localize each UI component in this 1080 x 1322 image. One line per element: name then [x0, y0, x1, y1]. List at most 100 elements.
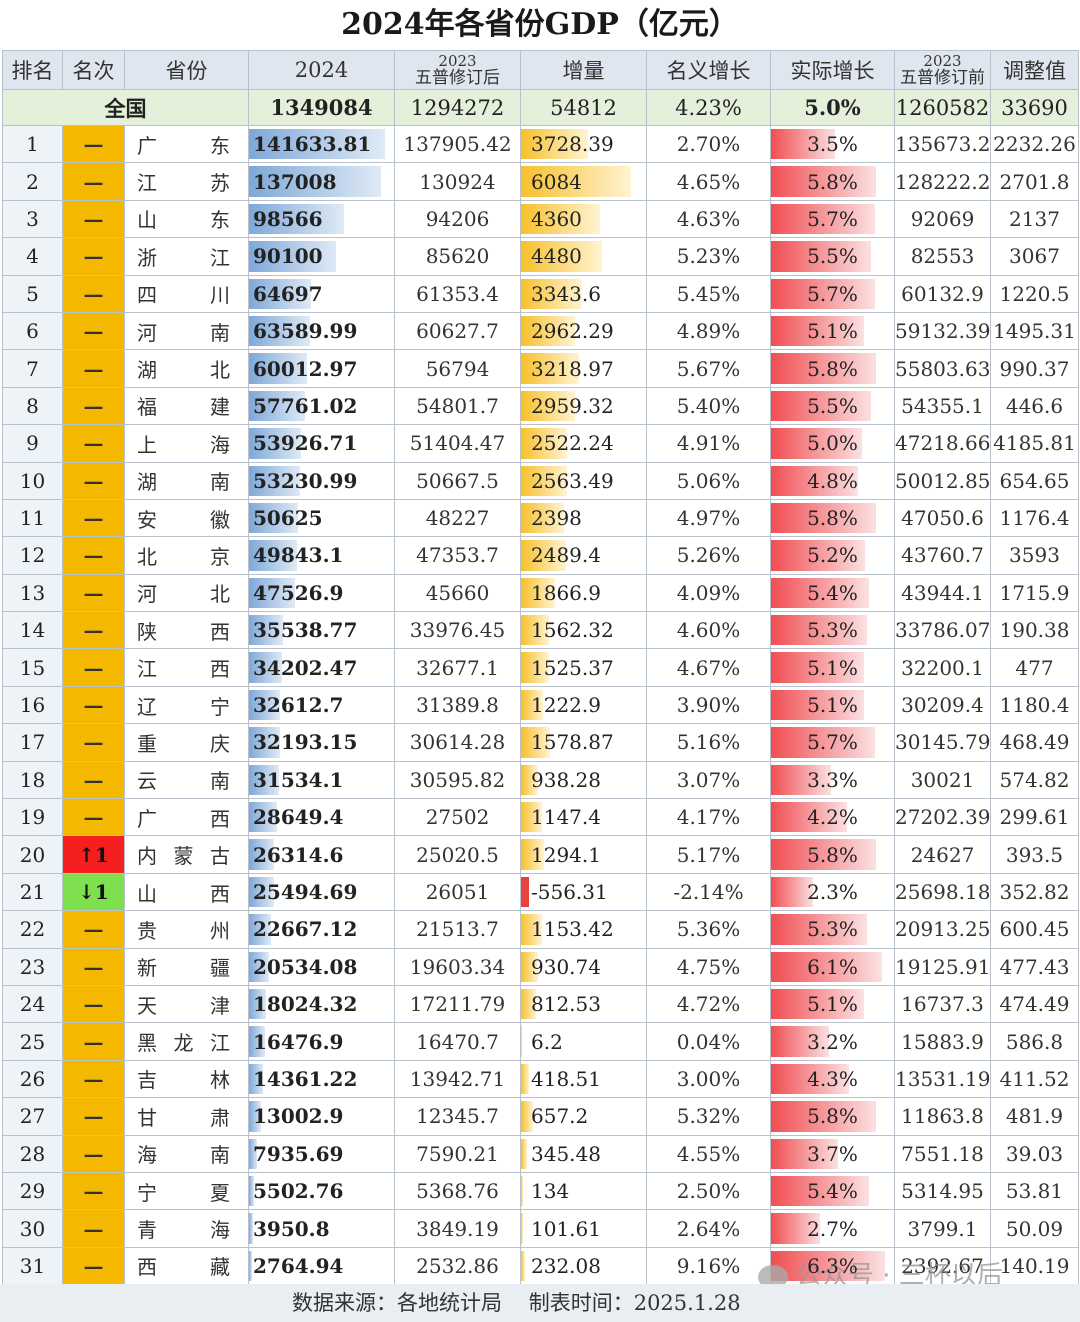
- pre2023-cell: 43760.7: [894, 536, 991, 575]
- rev2023-cell: 85620: [394, 237, 521, 276]
- real-growth-value: 4.8%: [807, 468, 858, 493]
- nominal-growth-cell: 2.64%: [646, 1209, 771, 1248]
- rank-change-cell: —: [62, 124, 125, 164]
- gdp2024-value: 60012.97: [253, 356, 358, 381]
- table-row: 2— 江苏 137008 130924 6084 4.65% 5.8% 128222.2 270…: [2, 162, 1079, 201]
- real-growth-bar: [771, 876, 813, 908]
- increase-value: 4480: [531, 244, 582, 269]
- real-growth-value: 5.3%: [807, 917, 858, 942]
- province-cell: 山东: [124, 199, 249, 239]
- rank-cell: 10: [2, 461, 63, 500]
- rev2023-cell: 26051: [394, 872, 521, 912]
- nominal-growth-cell: 5.23%: [646, 237, 771, 276]
- nominal-growth-cell: 5.26%: [646, 536, 771, 575]
- real-growth-cell: 5.4%: [770, 1171, 895, 1211]
- rev2023-cell: 21513.7: [394, 910, 521, 949]
- nominal-growth-cell: 4.75%: [646, 947, 771, 986]
- pre2023-cell: 7551.18: [894, 1134, 991, 1173]
- increase-cell: 1578.87: [520, 723, 647, 762]
- increase-bar: [521, 988, 536, 1020]
- rank-change-cell: —: [62, 1134, 125, 1173]
- rank-change-cell: —: [62, 1246, 125, 1286]
- gdp2024-value: 137008: [253, 169, 337, 194]
- gdp-bar: [249, 689, 281, 721]
- increase-value: 2489.4: [531, 543, 601, 568]
- increase-cell: 134: [520, 1171, 647, 1211]
- nominal-growth-cell: 4.65%: [646, 162, 771, 201]
- gdp2024-cell: 32612.7: [248, 685, 395, 725]
- increase-bar: [521, 278, 582, 309]
- gdp-table: 排名 名次 省份 2024 2023 五普修订后 增量 名义增长 实际增长 202…: [2, 50, 1079, 1286]
- table-row: 19— 广西 28649.4 27502 1147.4 4.17% 4.2% 27202.39…: [2, 798, 1079, 837]
- gdp2024-value: 28649.4: [253, 805, 344, 830]
- increase-cell: 1866.9: [520, 573, 647, 613]
- gdp-bar: [249, 839, 275, 870]
- province-cell: 广东: [124, 124, 249, 164]
- adjust-cell: 446.6: [990, 386, 1079, 426]
- real-growth-cell: 5.8%: [770, 835, 895, 874]
- real-growth-cell: 5.8%: [770, 349, 895, 388]
- rev2023-cell: 50667.5: [394, 461, 521, 500]
- increase-value: 1222.9: [531, 693, 601, 718]
- gdp2024-value: 16476.9: [253, 1029, 344, 1054]
- rank-cell: 25: [2, 1022, 63, 1061]
- gdp-bar: [249, 951, 269, 982]
- table-row: 13— 河北 47526.9 45660 1866.9 4.09% 5.4% 43944.1 1…: [2, 573, 1079, 613]
- province-cell: 北京: [124, 536, 249, 575]
- rev2023-cell: 3849.19: [394, 1209, 521, 1248]
- gdp-bar: [249, 1026, 265, 1057]
- pre2023-cell: 55803.63: [894, 349, 991, 388]
- rev2023-cell: 30595.82: [394, 760, 521, 800]
- real-growth-value: 3.3%: [807, 767, 858, 792]
- increase-value: 2959.32: [531, 393, 614, 418]
- province-cell: 河南: [124, 311, 249, 351]
- rank-change-cell: —: [62, 1059, 125, 1099]
- rev2023-cell: 16470.7: [394, 1022, 521, 1061]
- real-growth-cell: 5.7%: [770, 723, 895, 762]
- gdp-bar: [249, 802, 277, 833]
- nominal-growth-cell: 5.32%: [646, 1097, 771, 1136]
- rank-cell: 17: [2, 723, 63, 762]
- adjust-cell: 4185.81: [990, 424, 1079, 463]
- real-growth-cell: 5.3%: [770, 611, 895, 650]
- rev2023-cell: 13942.71: [394, 1059, 521, 1099]
- increase-cell: 2522.24: [520, 424, 647, 463]
- total-adjust: 33690: [990, 89, 1079, 126]
- province-cell: 贵州: [124, 910, 249, 949]
- rev2023-cell: 19603.34: [394, 947, 521, 986]
- adjust-cell: 474.49: [990, 984, 1079, 1024]
- rank-cell: 15: [2, 648, 63, 687]
- province-cell: 湖北: [124, 349, 249, 388]
- rank-cell: 24: [2, 984, 63, 1024]
- real-growth-bar: [771, 1175, 870, 1207]
- rank-change-cell: —: [62, 311, 125, 351]
- real-growth-cell: 5.5%: [770, 237, 895, 276]
- rank-change-cell: —: [62, 1209, 125, 1248]
- pre2023-cell: 30145.79: [894, 723, 991, 762]
- province-cell: 西藏: [124, 1246, 249, 1286]
- header-rank: 排名: [2, 50, 63, 90]
- real-growth-value: 5.8%: [807, 1104, 858, 1129]
- rank-cell: 28: [2, 1134, 63, 1173]
- real-growth-cell: 5.1%: [770, 311, 895, 351]
- header-increase: 增量: [520, 50, 647, 90]
- header-pre2023: 2023 五普修订前: [894, 50, 991, 90]
- gdp2024-value: 34202.47: [253, 655, 358, 680]
- increase-cell: 1294.1: [520, 835, 647, 874]
- nominal-growth-cell: 5.36%: [646, 910, 771, 949]
- increase-bar: [521, 727, 550, 758]
- real-growth-value: 5.8%: [807, 169, 858, 194]
- pre2023-cell: 27202.39: [894, 798, 991, 837]
- rev2023-cell: 31389.8: [394, 685, 521, 725]
- real-growth-bar: [771, 689, 864, 721]
- real-growth-value: 5.4%: [807, 1179, 858, 1204]
- rev2023-cell: 27502: [394, 798, 521, 837]
- real-growth-cell: 5.8%: [770, 162, 895, 201]
- real-growth-bar: [771, 315, 864, 347]
- gdp-bar: [249, 1138, 257, 1169]
- real-growth-bar: [771, 1213, 821, 1244]
- increase-cell: 812.53: [520, 984, 647, 1024]
- total-label: 全国: [2, 89, 249, 126]
- rev2023-cell: 61353.4: [394, 274, 521, 313]
- adjust-cell: 1495.31: [990, 311, 1079, 351]
